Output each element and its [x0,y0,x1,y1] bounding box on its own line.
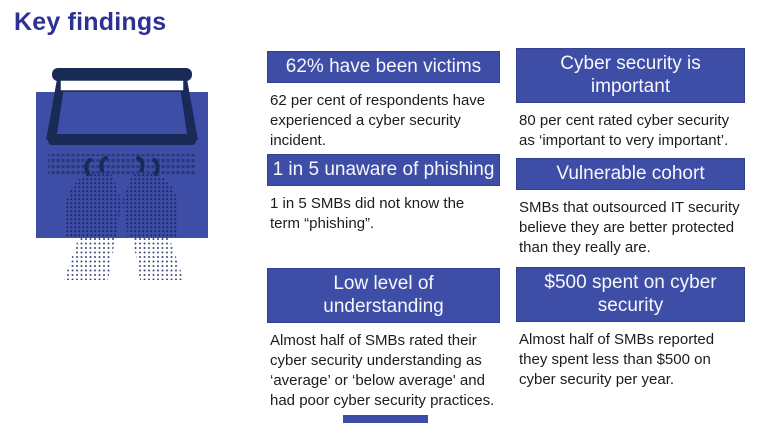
finding-card-spend: $500 spent on cyber security Almost half… [516,267,745,390]
finding-body: 1 in 5 SMBs did not know the term “phish… [270,195,465,232]
finding-card-vulnerable: Vulnerable cohort SMBs that outsourced I… [516,158,745,258]
finding-header: 1 in 5 unaware of phishing [267,154,500,187]
finding-header: 62% have been victims [267,51,500,84]
finding-body: 80 per cent rated cyber security as ‘imp… [519,112,730,150]
finding-body: 62 per cent of respondents have experien… [270,92,486,149]
keyboard-keys [48,154,196,176]
fingers [84,156,160,176]
screen-strip-border [59,79,185,92]
laptop-illustration-svg [36,68,208,280]
finding-body: Almost half of SMBs rated their cyber se… [270,332,495,409]
finding-card-understanding: Low level of understanding Almost half o… [267,268,500,411]
finding-header: Cyber security is important [516,48,745,104]
finding-card-victims: 62% have been victims 62 per cent of res… [267,51,500,151]
screen-strip [60,80,184,91]
finding-card-importance: Cyber security is important 80 per cent … [516,48,745,151]
clipped-next-box-edge [343,415,428,423]
page-title: Key findings [14,8,167,36]
finding-header: Low level of understanding [267,268,500,324]
finding-body: SMBs that outsourced IT security believe… [519,199,740,256]
hands-gap [116,198,128,238]
finding-header: $500 spent on cyber security [516,267,745,323]
finding-body: Almost half of SMBs reported they spent … [519,331,715,388]
lid-bottom-edge [48,134,196,145]
lid-top-edge [52,68,192,81]
finding-card-phishing: 1 in 5 unaware of phishing 1 in 5 SMBs d… [267,154,500,234]
laptop-typing-illustration [26,62,221,282]
finding-header: Vulnerable cohort [516,158,745,191]
